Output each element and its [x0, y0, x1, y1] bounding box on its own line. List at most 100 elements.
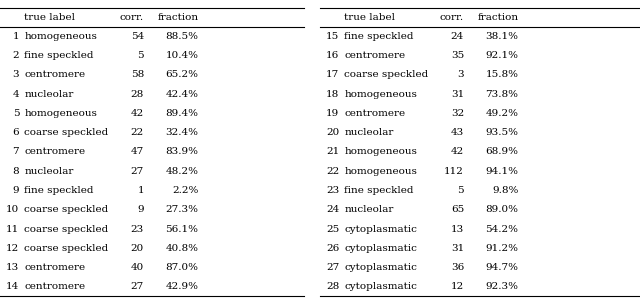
Text: 65: 65: [451, 205, 464, 214]
Text: 27.3%: 27.3%: [165, 205, 198, 214]
Text: 92.3%: 92.3%: [485, 282, 518, 291]
Text: 94.7%: 94.7%: [485, 263, 518, 272]
Text: true label: true label: [24, 13, 76, 22]
Text: homogeneous: homogeneous: [24, 32, 97, 41]
Text: 91.2%: 91.2%: [485, 244, 518, 253]
Text: fine speckled: fine speckled: [344, 186, 414, 195]
Text: 2.2%: 2.2%: [172, 186, 198, 195]
Text: 5: 5: [138, 51, 144, 60]
Text: 35: 35: [451, 51, 464, 60]
Text: coarse speckled: coarse speckled: [24, 244, 109, 253]
Text: 9: 9: [138, 205, 144, 214]
Text: 36: 36: [451, 263, 464, 272]
Text: 13: 13: [451, 225, 464, 233]
Text: 20: 20: [131, 244, 144, 253]
Text: 23: 23: [131, 225, 144, 233]
Text: corr.: corr.: [120, 13, 144, 22]
Text: 42.9%: 42.9%: [165, 282, 198, 291]
Text: 9.8%: 9.8%: [492, 186, 518, 195]
Text: 54: 54: [131, 32, 144, 41]
Text: 12: 12: [6, 244, 19, 253]
Text: 6: 6: [13, 128, 19, 137]
Text: 13: 13: [6, 263, 19, 272]
Text: nucleolar: nucleolar: [344, 128, 394, 137]
Text: 18: 18: [326, 90, 339, 99]
Text: 49.2%: 49.2%: [485, 109, 518, 118]
Text: 87.0%: 87.0%: [165, 263, 198, 272]
Text: 24: 24: [326, 205, 339, 214]
Text: 5: 5: [458, 186, 464, 195]
Text: 73.8%: 73.8%: [485, 90, 518, 99]
Text: coarse speckled: coarse speckled: [24, 205, 109, 214]
Text: 83.9%: 83.9%: [165, 147, 198, 157]
Text: 19: 19: [326, 109, 339, 118]
Text: homogeneous: homogeneous: [344, 147, 417, 157]
Text: fine speckled: fine speckled: [24, 186, 94, 195]
Text: 56.1%: 56.1%: [165, 225, 198, 233]
Text: 3: 3: [458, 71, 464, 79]
Text: 7: 7: [13, 147, 19, 157]
Text: 15.8%: 15.8%: [485, 71, 518, 79]
Text: centromere: centromere: [24, 71, 86, 79]
Text: centromere: centromere: [24, 263, 86, 272]
Text: 112: 112: [444, 167, 464, 176]
Text: 28: 28: [131, 90, 144, 99]
Text: cytoplasmatic: cytoplasmatic: [344, 244, 417, 253]
Text: corr.: corr.: [440, 13, 464, 22]
Text: coarse speckled: coarse speckled: [24, 128, 109, 137]
Text: cytoplasmatic: cytoplasmatic: [344, 225, 417, 233]
Text: fraction: fraction: [157, 13, 198, 22]
Text: 54.2%: 54.2%: [485, 225, 518, 233]
Text: centromere: centromere: [24, 282, 86, 291]
Text: 40.8%: 40.8%: [165, 244, 198, 253]
Text: 28: 28: [326, 282, 339, 291]
Text: 92.1%: 92.1%: [485, 51, 518, 60]
Text: 17: 17: [326, 71, 339, 79]
Text: homogeneous: homogeneous: [344, 90, 417, 99]
Text: 27: 27: [131, 167, 144, 176]
Text: 47: 47: [131, 147, 144, 157]
Text: 26: 26: [326, 244, 339, 253]
Text: coarse speckled: coarse speckled: [24, 225, 109, 233]
Text: fine speckled: fine speckled: [24, 51, 94, 60]
Text: centromere: centromere: [344, 109, 406, 118]
Text: 38.1%: 38.1%: [485, 32, 518, 41]
Text: 40: 40: [131, 263, 144, 272]
Text: 5: 5: [13, 109, 19, 118]
Text: homogeneous: homogeneous: [344, 167, 417, 176]
Text: 23: 23: [326, 186, 339, 195]
Text: 8: 8: [13, 167, 19, 176]
Text: 43: 43: [451, 128, 464, 137]
Text: centromere: centromere: [24, 147, 86, 157]
Text: 68.9%: 68.9%: [485, 147, 518, 157]
Text: nucleolar: nucleolar: [24, 90, 74, 99]
Text: 93.5%: 93.5%: [485, 128, 518, 137]
Text: 48.2%: 48.2%: [165, 167, 198, 176]
Text: 24: 24: [451, 32, 464, 41]
Text: 42: 42: [131, 109, 144, 118]
Text: 2: 2: [13, 51, 19, 60]
Text: fine speckled: fine speckled: [344, 32, 414, 41]
Text: cytoplasmatic: cytoplasmatic: [344, 282, 417, 291]
Text: 42.4%: 42.4%: [165, 90, 198, 99]
Text: 3: 3: [13, 71, 19, 79]
Text: 89.0%: 89.0%: [485, 205, 518, 214]
Text: 22: 22: [131, 128, 144, 137]
Text: coarse speckled: coarse speckled: [344, 71, 429, 79]
Text: 10.4%: 10.4%: [165, 51, 198, 60]
Text: 12: 12: [451, 282, 464, 291]
Text: 94.1%: 94.1%: [485, 167, 518, 176]
Text: 21: 21: [326, 147, 339, 157]
Text: 32: 32: [451, 109, 464, 118]
Text: 27: 27: [326, 263, 339, 272]
Text: cytoplasmatic: cytoplasmatic: [344, 263, 417, 272]
Text: 31: 31: [451, 90, 464, 99]
Text: 32.4%: 32.4%: [165, 128, 198, 137]
Text: 20: 20: [326, 128, 339, 137]
Text: homogeneous: homogeneous: [24, 109, 97, 118]
Text: 14: 14: [6, 282, 19, 291]
Text: 1: 1: [138, 186, 144, 195]
Text: 11: 11: [6, 225, 19, 233]
Text: 27: 27: [131, 282, 144, 291]
Text: fraction: fraction: [477, 13, 518, 22]
